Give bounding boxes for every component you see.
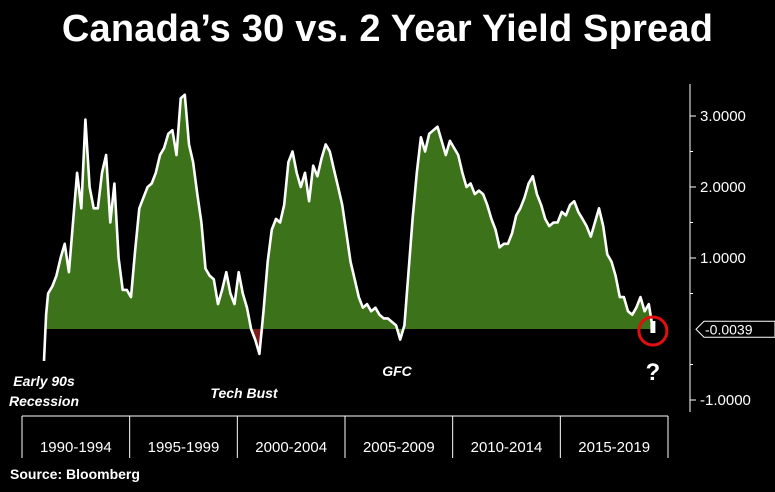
x-tick-label: 2005-2009	[363, 439, 435, 456]
annotation-gfc: GFC	[382, 363, 412, 379]
x-tick-label: 2000-2004	[255, 439, 327, 456]
spread-line	[42, 93, 655, 361]
y-tick-label: 3.0000	[700, 108, 746, 125]
plot-area	[42, 93, 655, 361]
annotation-tech-bust: Tech Bust	[210, 385, 278, 401]
last-value-label: -0.0039	[705, 321, 753, 337]
x-axis: 1990-1994 1995-1999 2000-2004 2005-2009 2010…	[21, 415, 669, 458]
annotations: Early 90s Recession Tech Bust GFC?	[9, 315, 669, 409]
latest-value-mark	[650, 321, 656, 333]
y-tick-label: 2.0000	[700, 179, 746, 196]
annotation-early-90s: Early 90s	[13, 373, 75, 389]
spread-area	[44, 94, 653, 361]
x-tick-label: 1995-1999	[148, 439, 220, 456]
annotation-recession: Recession	[9, 393, 79, 409]
y-tick-label: 1.0000	[700, 250, 746, 267]
highlight-circle	[637, 315, 669, 347]
x-tick-label: 1990-1994	[40, 439, 112, 456]
x-tick-label: 2015-2019	[578, 439, 650, 456]
y-axis: 3.0000 2.0000 1.0000 -1.0000 -0.0039	[689, 84, 775, 412]
source-note: Source: Bloomberg	[10, 466, 140, 482]
question-mark: ?	[646, 359, 661, 386]
last-value-tag	[695, 320, 775, 338]
chart-title: Canada’s 30 vs. 2 Year Yield Spread	[61, 8, 714, 50]
x-tick-label: 2010-2014	[471, 439, 543, 456]
y-tick-label: -1.0000	[700, 392, 751, 409]
